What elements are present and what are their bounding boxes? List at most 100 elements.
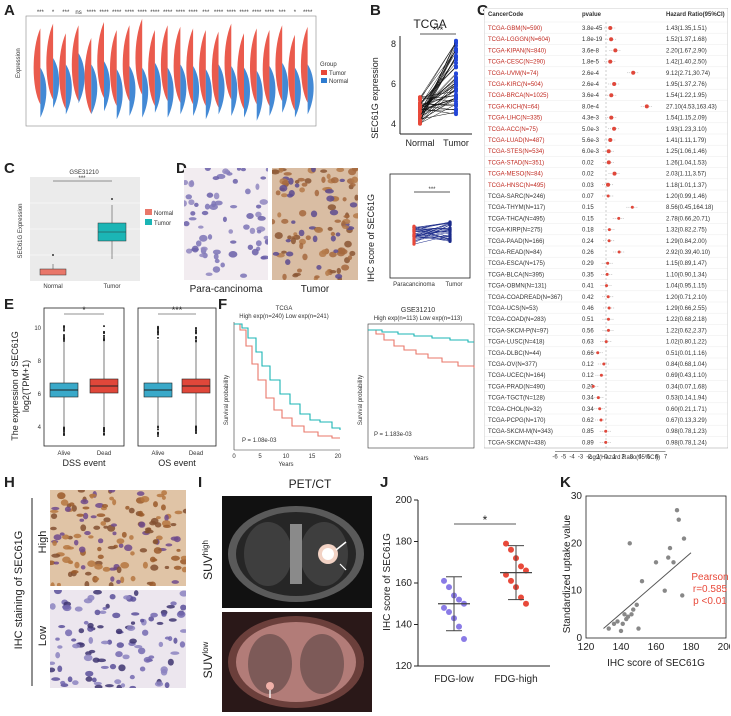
panel-g-row-p: 0.26 [582,250,594,256]
micrograph-cell [149,556,156,563]
micrograph-cell [80,499,89,505]
micrograph-cell [165,543,173,547]
panel-a-violin-normal [142,67,149,118]
micrograph-cell [120,683,126,688]
micrograph-cell [330,177,339,184]
panel-g-row-p: 0.15 [582,205,594,211]
micrograph-cell [82,512,89,520]
micrograph-cell [174,510,183,515]
panel-b-pair-line [419,82,457,121]
panel-label-c: C [4,160,15,177]
panel-a-sig-label: **** [138,10,148,16]
panel-g-row-p: 0.03 [582,183,594,189]
panel-g-row-code: TCGA-HNSC(N=495) [488,183,546,189]
micrograph-cell [108,567,117,571]
panel-a-violin-tumor [33,28,41,105]
micrograph-cell [52,540,57,546]
panel-g-row-hr: 0.69(0.43,1.10) [666,373,707,379]
panel-d-tumor-image [272,168,358,280]
panel-g-row-code: TCGA-SKCM-M(N=343) [488,429,553,435]
panel-a-legend-tumor: Tumor [329,71,346,77]
micrograph-cell [93,525,101,530]
panel-a-violin-normal [282,62,289,113]
micrograph-cell [285,259,291,265]
panel-g-row-hr: 1.29(0.84,2.00) [666,239,707,245]
panel-k-ylabel: Standardized uptake value [562,514,573,633]
micrograph-cell [255,204,262,209]
micrograph-cell [73,533,82,539]
panel-g-row-hr: 0.60(0.21,1.71) [666,407,707,413]
panel-i-high-image [222,496,372,608]
micrograph-cell [179,590,186,597]
micrograph-cell [50,667,56,673]
panel-g-row-hr: 0.67(0.13,3.29) [666,418,707,424]
panel-e-left-frame [43,307,125,447]
micrograph-cell [80,565,86,570]
micrograph-cell [176,610,186,618]
panel-g-row-code: TCGA-COADREAD(N=367) [488,295,563,301]
panel-b-pair-line [419,49,457,112]
panel-g-point [606,160,611,165]
panel-label-i: I [198,474,203,491]
panel-g-row-code: TCGA-CHOL(N=32) [488,407,542,413]
panel-g-xtick: -3 [578,455,584,461]
panel-a-violin-tumor [71,25,79,102]
micrograph-cell [59,532,65,536]
panel-g-row-code: TCGA-ACC(N=75) [488,127,538,133]
panel-a-sig-label: *** [279,10,287,16]
micrograph-cell [170,522,177,527]
micrograph-cell [164,636,171,640]
micrograph-cell [333,249,339,253]
panel-g-row-p: 2.6e-4 [582,71,600,77]
micrograph-cell [118,543,124,548]
panel-a-violin-normal [78,53,85,104]
panel-k-point [666,555,671,560]
panel-e-outlier [157,327,159,330]
micrograph-cell [60,499,69,506]
panel-d-pair-line [413,230,451,239]
panel-g-row-hr: 1.54(1.22,1.95) [666,93,707,99]
micrograph-cell [326,173,331,179]
panel-g-xtick: -1 [595,455,601,461]
micrograph-cell [85,670,94,677]
micrograph-cell [329,209,339,216]
panel-g-row-hr: 1.52(1.37,1.68) [666,37,707,43]
panel-g-row-code: TCGA-THYM(N=117) [488,205,545,211]
panel-e-outlier [63,429,65,432]
panel-b-point-tumor [454,107,458,112]
panel-g-point [606,194,610,198]
panel-e-outlier [63,335,65,338]
micrograph-cell [240,168,247,172]
panel-b-point-tumor [454,112,458,117]
micrograph-cell [83,654,93,662]
panel-e-ylabel-line1: The expression of SEC61G [10,331,20,441]
panel-g-row-hr: 1.42(1.40,2.50) [666,60,707,66]
panel-b-pair-line [419,80,457,108]
micrograph-cell [58,625,66,629]
panel-a-violin-normal [205,69,212,120]
panel-g-row-hr: 1.93(1.23,3.10) [666,127,707,133]
micrograph-cell [257,216,266,221]
micrograph-cell [222,216,227,223]
panel-g-row-hr: 1.25(1.06,1.46) [666,149,707,155]
micrograph-cell [150,517,159,525]
panel-g-point [617,250,621,254]
panel-b-ytick-6: 6 [391,79,396,89]
panel-g-xtick: 7 [664,455,668,461]
micrograph-cell [129,674,135,680]
panel-label-e: E [4,296,15,313]
micrograph-cell [102,606,108,611]
panel-b-pair-line [419,42,457,98]
panel-d-frame [389,173,471,279]
panel-e-outlier [63,338,65,341]
panel-g-point [591,384,595,388]
panel-b-point-tumor [454,57,458,62]
micrograph-cell [57,645,63,649]
panel-d-paired-chart: IHC score of SEC61G *** Paracancinoma Tu… [366,173,471,288]
panel-i-title: PET/CT [289,477,332,491]
micrograph-cell [263,235,268,240]
micrograph-cell [84,530,91,536]
micrograph-cell [292,273,299,278]
micrograph-cell [245,188,251,195]
micrograph-cell [153,501,158,508]
